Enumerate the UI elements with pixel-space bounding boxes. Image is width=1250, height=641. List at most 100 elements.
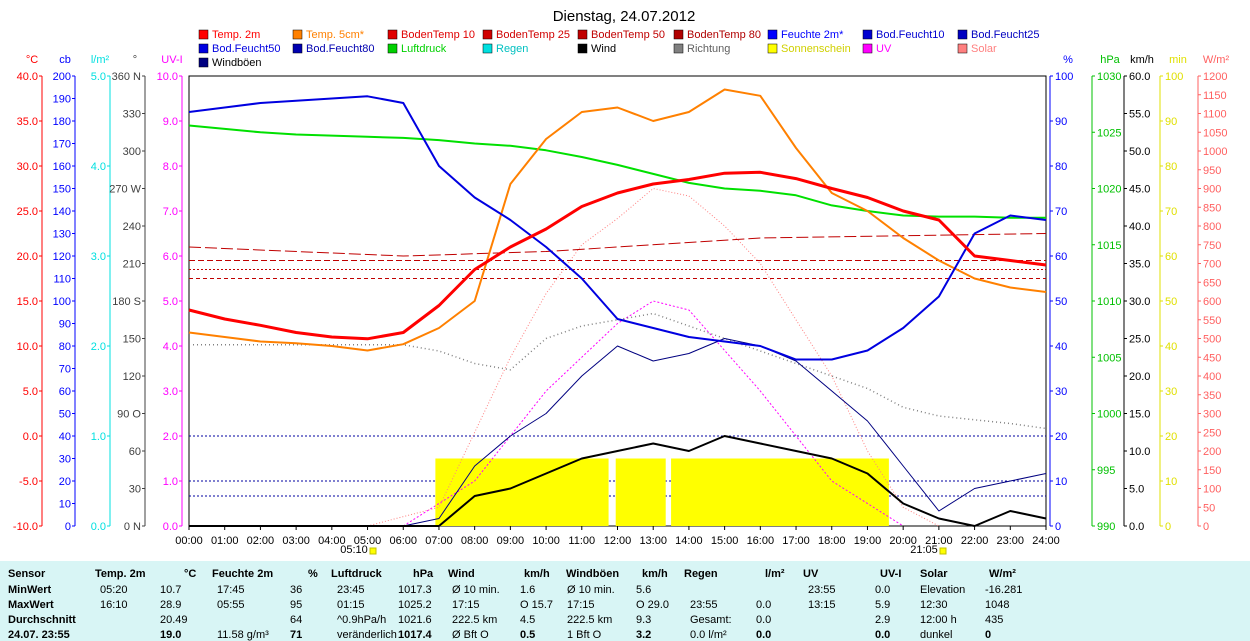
axis-tick-label: 10.0 bbox=[157, 71, 178, 83]
axis-tick-label: 40 bbox=[1165, 341, 1177, 353]
axis-tick-label: 10 bbox=[59, 499, 71, 511]
legend-swatch bbox=[198, 57, 209, 68]
stats-cell-r1: 23:55 bbox=[690, 599, 718, 611]
axis-tick-label: 1005 bbox=[1097, 352, 1121, 364]
legend-item: BodenTemp 10 bbox=[387, 29, 475, 41]
axis-tick-label: 450 bbox=[1203, 352, 1221, 364]
axis-tick-label: 0.0 bbox=[91, 521, 106, 533]
axis-tick-label: 6.0 bbox=[163, 251, 178, 263]
legend-item: Bod.Feucht50 bbox=[198, 43, 281, 55]
axis-7: km/h 60.0 55.0 50.0 45.0 40.0 35.0 30.0 25.0 20.0… bbox=[1123, 54, 1154, 533]
stats-header-temp: Temp. 2m bbox=[95, 568, 146, 580]
axis-tick-label: 2.0 bbox=[163, 431, 178, 443]
stats-cell-p1: 01:15 bbox=[337, 599, 365, 611]
axis-tick-label: 300 bbox=[123, 146, 141, 158]
axis-tick-label: 140 bbox=[53, 206, 71, 218]
axis-tick-label: 70 bbox=[1165, 206, 1177, 218]
stats-cell-s1: dunkel bbox=[920, 629, 953, 641]
stats-cell-p1: 23:45 bbox=[337, 584, 365, 596]
axis-tick-label: 150 bbox=[53, 184, 71, 196]
stats-cell-g1: 222.5 km bbox=[567, 614, 613, 626]
x-tick-label: 13:00 bbox=[639, 535, 667, 547]
stats-header-gust-unit: km/h bbox=[642, 568, 668, 580]
stats-cell-t2: 20.49 bbox=[160, 614, 188, 626]
axis-tick-label: 20.0 bbox=[17, 251, 38, 263]
stats-header-wind: Wind bbox=[448, 568, 475, 580]
x-tick-label: 21:00 bbox=[925, 535, 953, 547]
sunrise-label: 05:10 bbox=[340, 544, 368, 556]
stats-cell-w2: 4.5 bbox=[520, 614, 536, 626]
axis-tick-label: 350 bbox=[1203, 390, 1221, 402]
legend-swatch bbox=[198, 43, 209, 54]
stats-header-sensor: Sensor bbox=[8, 568, 46, 580]
stats-cell-label: 24.07. 23:55 bbox=[8, 629, 70, 641]
series-bodentemp-10 bbox=[188, 233, 1047, 257]
x-tick-label: 15:00 bbox=[711, 535, 739, 547]
sunset-label: 21:05 bbox=[910, 544, 938, 556]
axis-tick-label: 70 bbox=[1055, 206, 1067, 218]
axis-tick-label: 50 bbox=[1055, 296, 1067, 308]
stats-cell-h2: 95 bbox=[290, 599, 303, 611]
sunshine-bar bbox=[671, 458, 889, 526]
legend-swatch bbox=[292, 29, 303, 40]
axis-tick-label: 0.0 bbox=[163, 521, 178, 533]
legend-label: Luftdruck bbox=[401, 43, 447, 55]
stats-header-rain-unit: l/m² bbox=[765, 568, 785, 580]
axis-tick-label: 210 bbox=[123, 259, 141, 271]
stats-cell-w1: Ø 10 min. bbox=[452, 584, 500, 596]
x-tick-label: 06:00 bbox=[389, 535, 417, 547]
axis-tick-label: 1.0 bbox=[91, 431, 106, 443]
legend-item: Windböen bbox=[198, 57, 262, 69]
legend-item: Regen bbox=[482, 43, 528, 55]
axis-tick-label: 10 bbox=[1165, 476, 1177, 488]
axis-tick-label: 990 bbox=[1097, 521, 1115, 533]
right-axes: %1009080706050403020100hPa10301025102010… bbox=[1049, 54, 1229, 533]
axis-unit: km/h bbox=[1130, 54, 1154, 66]
axis-unit: cb bbox=[59, 54, 71, 66]
chart-legend: Temp. 2m Temp. 5cm* BodenTemp 10 BodenTemp … bbox=[198, 29, 1040, 69]
axis-tick-label: 1015 bbox=[1097, 240, 1121, 252]
axis-tick-label: 0 bbox=[1203, 521, 1209, 533]
legend-swatch bbox=[767, 43, 778, 54]
legend-swatch bbox=[957, 43, 968, 54]
stats-header-uv: UV bbox=[803, 568, 819, 580]
axis-tick-label: 30 bbox=[59, 454, 71, 466]
axis-tick-label: 40 bbox=[1055, 341, 1067, 353]
x-tick-label: 11:00 bbox=[568, 535, 595, 547]
legend-label: Bod.Feucht10 bbox=[876, 29, 945, 41]
stats-cell-s2: -16.281 bbox=[985, 584, 1023, 596]
axis-tick-label: 10 bbox=[1055, 476, 1067, 488]
axis-tick-label: 55.0 bbox=[1129, 109, 1150, 121]
axis-tick-label: 100 bbox=[1165, 71, 1183, 83]
stats-cell-t2: 19.0 bbox=[160, 629, 182, 641]
axis-tick-label: 270 W bbox=[109, 184, 141, 196]
stats-cell-s2: 435 bbox=[985, 614, 1004, 626]
series-temp-2m bbox=[188, 170, 1047, 341]
stats-cell-label: MaxWert bbox=[8, 599, 54, 611]
legend-label: BodenTemp 80 bbox=[687, 29, 761, 41]
axis-tick-label: 600 bbox=[1203, 296, 1221, 308]
axis-tick-label: 50 bbox=[59, 409, 71, 421]
axis-tick-label: 5.0 bbox=[1129, 484, 1144, 496]
legend-label: Temp. 2m bbox=[212, 29, 260, 41]
legend-label: Sonnenschein bbox=[781, 43, 851, 55]
stats-cell-g1: 17:15 bbox=[567, 599, 595, 611]
x-tick-label: 08:00 bbox=[461, 535, 489, 547]
x-tick-label: 07:00 bbox=[425, 535, 453, 547]
axis-6: hPa 1030 1025 1020 1015 1010 1005 1000 995 990 bbox=[1091, 54, 1121, 533]
axis-tick-label: 1150 bbox=[1203, 90, 1227, 102]
legend-item: Temp. 2m bbox=[198, 29, 260, 41]
stats-header-press-unit: hPa bbox=[413, 568, 434, 580]
x-tick-label: 19:00 bbox=[854, 535, 882, 547]
axis-tick-label: 5.0 bbox=[23, 386, 38, 398]
x-tick-label: 02:00 bbox=[247, 535, 275, 547]
axis-tick-label: 7.0 bbox=[163, 206, 178, 218]
axis-tick-label: 190 bbox=[53, 94, 71, 106]
axis-tick-label: 995 bbox=[1097, 465, 1115, 477]
legend-label: Bod.Feucht50 bbox=[212, 43, 281, 55]
axis-9: W/m²120011501100105010009509008508007507… bbox=[1197, 54, 1229, 533]
axis-tick-label: 3.0 bbox=[163, 386, 178, 398]
stats-cell-u1: 13:15 bbox=[808, 599, 836, 611]
axis-tick-label: 8.0 bbox=[163, 161, 178, 173]
series-luftdruck bbox=[188, 124, 1046, 219]
